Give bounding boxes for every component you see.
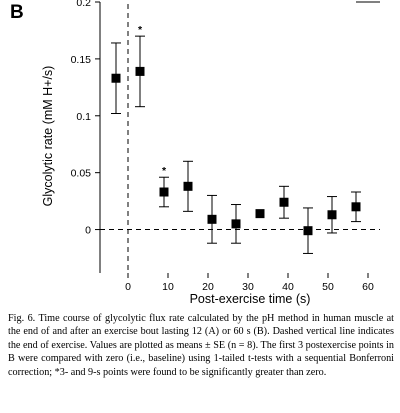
y-tick-label: 0	[85, 225, 91, 237]
x-tick-label: 40	[282, 281, 294, 293]
y-axis-title: Glycolytic rate (mM H+/s)	[41, 66, 55, 207]
y-tick-label: 0.2	[76, 0, 91, 9]
x-tick-label: 50	[322, 281, 334, 293]
y-tick-label: 0.05	[71, 168, 92, 180]
x-tick-label: 10	[162, 281, 174, 293]
data-point	[279, 197, 289, 207]
data-point	[183, 181, 193, 191]
reference-lines	[100, 4, 380, 273]
data-point	[327, 210, 337, 220]
data-point	[159, 187, 169, 197]
y-axis-ticks: 0 0.05 0.1 0.15 0.2	[71, 0, 100, 237]
y-tick-label: 0.1	[76, 111, 91, 123]
significance-asterisk: *	[162, 165, 167, 177]
glycolytic-rate-chart: B 00.050.10.150.2 0 10 20 30 40 50 60 ** Post-…	[10, 0, 380, 306]
x-tick-label: 30	[242, 281, 254, 293]
figure-caption: Fig. 6. Time course of glycolytic flux r…	[8, 313, 394, 378]
data-point	[135, 66, 145, 76]
significance-asterisk: *	[138, 24, 143, 36]
data-point	[303, 226, 313, 236]
x-tick-label: 0	[125, 281, 131, 293]
panel-label: B	[10, 2, 24, 23]
data-point	[111, 73, 121, 83]
data-points: **	[111, 24, 361, 254]
x-axis-title: Post-exercise time (s)	[190, 292, 311, 306]
data-point	[351, 202, 361, 212]
y-tick-label: 0.15	[71, 54, 92, 66]
x-tick-label: 20	[202, 281, 214, 293]
data-point	[255, 209, 265, 219]
x-tick-label: 60	[362, 281, 374, 293]
x-axis-ticks: 0 10 20 30 40 50 60	[125, 273, 374, 293]
data-point	[207, 214, 217, 224]
data-point	[231, 219, 241, 229]
